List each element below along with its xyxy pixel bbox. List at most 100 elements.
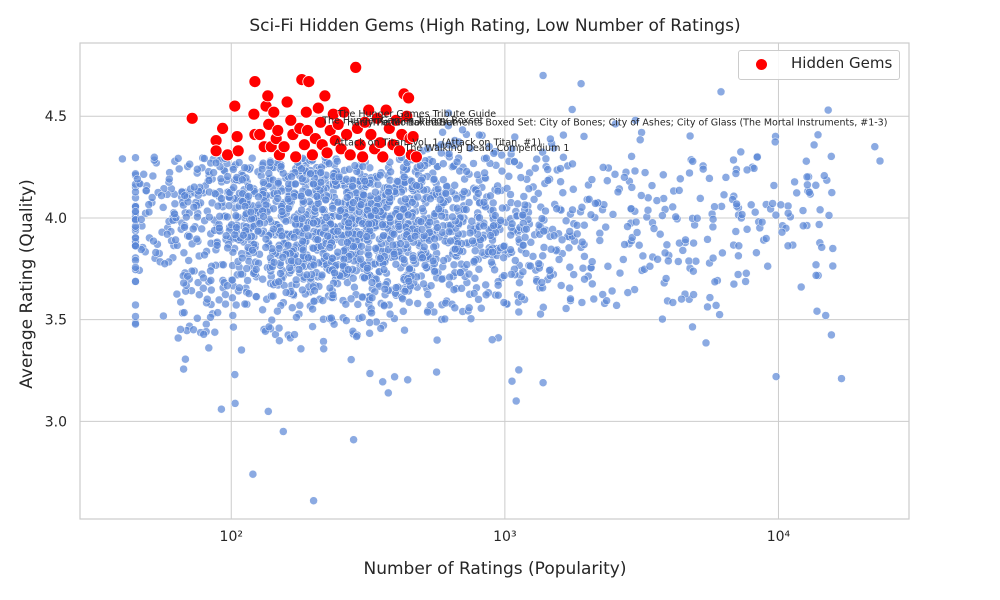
background-point [346, 294, 356, 304]
background-point [180, 223, 189, 232]
background-point [240, 163, 249, 172]
background-point [521, 249, 531, 258]
background-point [477, 304, 486, 313]
background-point [269, 224, 278, 234]
background-point [412, 181, 421, 190]
background-point [131, 312, 140, 321]
background-point [546, 245, 556, 254]
background-point [320, 223, 330, 233]
background-point [389, 249, 399, 259]
background-point [538, 378, 548, 387]
legend-marker-hidden-gems [756, 59, 767, 70]
background-point [493, 290, 503, 300]
background-point [309, 179, 318, 189]
background-point [565, 283, 574, 293]
background-point [557, 235, 567, 245]
background-point [658, 211, 667, 220]
hidden-gem-point [267, 105, 281, 119]
background-point [162, 229, 172, 239]
background-point [423, 307, 432, 317]
background-point [316, 168, 326, 177]
background-point [541, 154, 551, 164]
background-point [312, 192, 322, 201]
background-point [811, 181, 821, 190]
background-point [520, 200, 530, 210]
background-point [809, 140, 819, 150]
hidden-gem-point [400, 109, 414, 123]
background-point [466, 144, 475, 153]
background-point [689, 290, 698, 299]
background-point [296, 191, 306, 201]
background-point [475, 213, 484, 222]
background-point [400, 287, 410, 296]
background-point [534, 189, 543, 198]
background-point [206, 266, 215, 276]
background-point [147, 193, 157, 202]
point-annotation: Harry Potter Boxed Set [347, 117, 456, 128]
background-point [376, 324, 386, 333]
background-point [729, 279, 739, 289]
background-point [131, 207, 140, 216]
background-point [637, 128, 646, 137]
background-point [750, 207, 760, 217]
background-point [327, 313, 336, 323]
background-point [399, 307, 408, 316]
background-point [587, 175, 597, 184]
background-point [180, 191, 189, 200]
background-point [158, 203, 168, 212]
background-point [171, 235, 180, 245]
y-tick-label: 4.5 [45, 109, 67, 125]
background-point [671, 212, 680, 222]
background-point [401, 194, 410, 204]
background-point [419, 242, 429, 252]
background-point [176, 325, 185, 334]
hidden-gem-point [289, 150, 303, 164]
hidden-gem-point [262, 118, 276, 131]
background-point [367, 308, 376, 318]
background-point [504, 172, 514, 181]
background-point [771, 210, 781, 220]
background-point [510, 132, 520, 142]
background-point [273, 306, 282, 316]
background-point [416, 217, 426, 226]
hidden-gem-point [353, 138, 367, 152]
background-point [719, 190, 729, 200]
hidden-gem-point [320, 146, 334, 160]
background-point [598, 163, 608, 172]
background-point [251, 265, 261, 274]
background-point [364, 250, 373, 260]
background-point [359, 190, 368, 200]
hidden-gem-point [373, 136, 387, 150]
background-point [661, 274, 671, 283]
background-point [710, 277, 720, 287]
background-point [251, 292, 261, 301]
background-point [318, 205, 327, 214]
background-point [620, 173, 629, 182]
background-point [144, 207, 154, 217]
background-point [466, 314, 476, 323]
background-point [274, 323, 284, 333]
background-point [499, 298, 509, 307]
background-point [395, 212, 405, 221]
background-point [328, 254, 337, 263]
background-point [160, 259, 170, 268]
background-point [701, 338, 711, 348]
hidden-gem-point [356, 150, 370, 164]
background-point [231, 300, 241, 310]
background-point [507, 270, 516, 279]
background-point [506, 230, 515, 240]
background-point [749, 164, 759, 173]
background-point [328, 204, 337, 213]
hidden-gem-point [216, 121, 230, 135]
background-point [674, 186, 684, 195]
background-point [358, 162, 368, 171]
background-point [446, 236, 455, 246]
background-point [524, 184, 534, 193]
background-point [484, 142, 494, 151]
background-point [627, 152, 636, 161]
background-point [182, 212, 191, 222]
background-point [506, 245, 515, 254]
background-point [159, 311, 168, 321]
background-point [243, 276, 252, 285]
background-point [731, 169, 741, 178]
